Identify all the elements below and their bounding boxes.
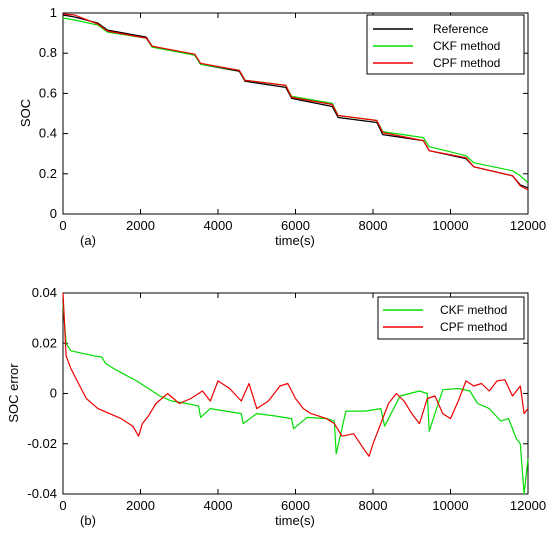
panel-label-b: (b) <box>80 513 96 528</box>
y-tick-label: 0.4 <box>39 126 57 141</box>
x-tick-label: 6000 <box>281 498 310 513</box>
y-tick-label: 0.6 <box>39 85 57 100</box>
x-tick-label: 4000 <box>204 218 233 233</box>
x-tick-label: 12000 <box>510 218 546 233</box>
series-lines-b <box>62 292 529 495</box>
legend-label-ckf-b: CKF method <box>440 303 507 317</box>
x-tick-label: 0 <box>59 498 66 513</box>
x-tick-label: 10000 <box>432 218 468 233</box>
y-tick-label: 0.04 <box>32 285 57 300</box>
y-tick-label: 0 <box>50 206 57 221</box>
x-axis-label-b: time(s) <box>275 513 315 528</box>
legend-label-cpf-b: CPF method <box>440 320 507 334</box>
panel-label-a: (a) <box>80 233 96 248</box>
legend-b: CKF method CPF method <box>377 296 525 340</box>
x-tick-labels-b: 0 2000 4000 6000 8000 10000 12000 <box>59 498 546 513</box>
soc-error-chart: 0 2000 4000 6000 8000 10000 12000 -0.04-0.0200… <box>6 285 546 528</box>
legend-label-reference: Reference <box>433 22 489 36</box>
x-tick-label: 2000 <box>126 218 155 233</box>
x-tick-label: 6000 <box>281 218 310 233</box>
y-tick-labels-a: 0 0.2 0.4 0.6 0.8 1 <box>39 5 57 221</box>
series-line-ckf-method <box>62 303 529 495</box>
y-tick-labels-b: -0.04 -0.02 0 0.02 0.04 <box>27 285 57 501</box>
x-tick-label: 4000 <box>204 498 233 513</box>
y-tick-label: 0 <box>50 386 57 401</box>
x-tick-label: 8000 <box>359 218 388 233</box>
x-axis-label-a: time(s) <box>275 233 315 248</box>
y-tick-label: 0.2 <box>39 166 57 181</box>
y-tick-label: 1 <box>50 5 57 20</box>
y-axis-label-a: SOC <box>18 99 33 127</box>
series-line-cpf-method <box>62 13 529 191</box>
y-axis-label-b: SOC error <box>6 363 21 423</box>
x-tick-labels-a: 0 2000 4000 6000 8000 10000 12000 <box>59 218 546 233</box>
y-tick-label: 0.02 <box>32 335 57 350</box>
series-lines-a <box>62 13 529 191</box>
y-tick-label: -0.04 <box>27 486 57 501</box>
y-tick-label: 0.8 <box>39 45 57 60</box>
y-tick-label: -0.02 <box>27 436 57 451</box>
x-tick-label: 2000 <box>126 498 155 513</box>
legend-label-cpf: CPF method <box>433 56 500 70</box>
x-tick-label: 12000 <box>510 498 546 513</box>
x-tick-label: 10000 <box>432 498 468 513</box>
series-line-cpf-method <box>62 292 529 457</box>
soc-chart: 0 2000 4000 6000 8000 10000 12000 0 0.2 0.4 0.6 0.… <box>18 5 546 248</box>
legend-label-ckf: CKF method <box>433 39 500 53</box>
legend-a: Reference CKF method CPF method <box>366 14 525 75</box>
legend-box-a <box>366 14 525 75</box>
x-tick-label: 0 <box>59 218 66 233</box>
legend-box-b <box>377 296 525 340</box>
x-tick-label: 8000 <box>359 498 388 513</box>
